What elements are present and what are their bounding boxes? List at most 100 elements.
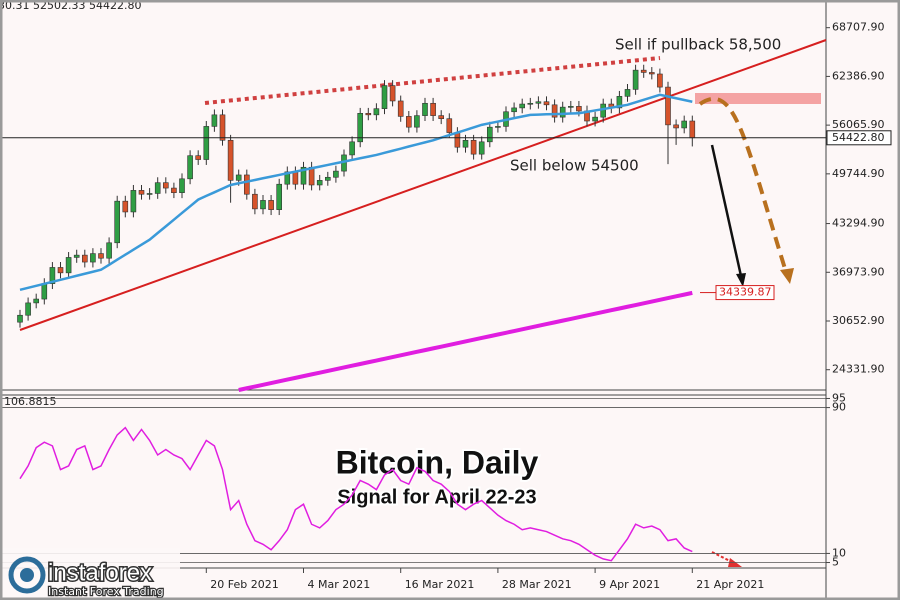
candle-body <box>632 69 639 90</box>
candle-body <box>260 200 266 210</box>
chart-title: Bitcoin, Daily <box>336 444 539 480</box>
candle-body <box>470 139 477 155</box>
candle-body <box>98 253 104 259</box>
candle-body <box>576 106 582 112</box>
candle-body <box>33 298 40 304</box>
candle-body <box>252 193 258 210</box>
y-tick-label: 30652.90 <box>832 314 885 327</box>
candle-body <box>146 193 153 195</box>
candle-body <box>195 155 201 160</box>
candle-body <box>235 174 242 181</box>
annotation: Sell below 54500 <box>510 157 639 175</box>
y-tick-label: 5 <box>832 556 839 569</box>
candle-body <box>25 302 31 316</box>
logo-tagline: Instant Forex Trading <box>48 585 164 598</box>
candle-body <box>171 187 177 193</box>
candle-body <box>203 126 210 160</box>
candle-body <box>543 101 550 106</box>
candle-body <box>673 124 679 129</box>
candle-body <box>527 102 534 105</box>
y-tick-label: 90 <box>832 401 846 414</box>
y-tick-label: 24331.90 <box>832 363 885 376</box>
indicator-line <box>19 93 693 292</box>
sell-zone <box>695 93 821 104</box>
candle-body <box>389 85 396 102</box>
candle-body <box>316 180 323 186</box>
arrow <box>710 144 743 277</box>
candle-body <box>511 107 517 113</box>
header: 30.31 52502.33 54422.80 <box>0 0 141 12</box>
x-tick-label: 16 Mar 2021 <box>405 578 475 591</box>
candle-body <box>292 171 299 185</box>
candle-body <box>624 89 631 97</box>
y-tick-label: 95 <box>832 391 846 404</box>
y-tick-label: 36973.90 <box>832 265 885 278</box>
indicator-line <box>19 426 693 562</box>
candle-body <box>130 190 137 213</box>
candle-body <box>592 116 598 122</box>
candle-body <box>211 114 218 127</box>
candle-body <box>106 242 112 259</box>
candle-body <box>138 190 145 195</box>
y-tick-label: 62386.90 <box>832 69 885 82</box>
last-price-box <box>826 130 892 146</box>
candle-body <box>535 101 542 104</box>
candle-body <box>689 120 696 139</box>
x-tick-label: 9 Apr 2021 <box>599 578 660 591</box>
candle-body <box>163 182 169 189</box>
candle-body <box>57 267 64 274</box>
candle-body <box>478 141 485 155</box>
candle-body <box>227 139 234 181</box>
candle-body <box>276 183 283 210</box>
candle-body <box>17 314 23 323</box>
candle-body <box>82 254 88 263</box>
annotation: Sell if pullback 58,500 <box>615 36 781 54</box>
candle-body <box>373 108 380 116</box>
candle-body <box>414 115 420 128</box>
candle-body <box>65 257 72 274</box>
candle-body <box>73 254 80 258</box>
candle-body <box>90 253 96 263</box>
candle-body <box>681 120 688 129</box>
candle-body <box>657 73 663 88</box>
candle-body <box>486 126 493 143</box>
candle-body <box>268 200 274 210</box>
candle-body <box>559 106 566 118</box>
arrow-head <box>736 273 746 287</box>
candle-body <box>324 176 331 181</box>
last-price-label: 54422.80 <box>832 131 885 144</box>
candle-body <box>49 267 56 284</box>
candle-body <box>357 113 364 143</box>
indicator-line <box>238 290 693 392</box>
candle-body <box>154 182 161 194</box>
candle-body <box>114 200 120 244</box>
candle-body <box>349 141 355 156</box>
candle-body <box>665 86 671 126</box>
y-tick-label: 43294.90 <box>832 217 885 230</box>
candle-body <box>219 114 226 141</box>
candle-body <box>187 155 193 180</box>
candle-body <box>519 103 526 109</box>
logo-icon <box>8 556 46 594</box>
logo: instaforex Instant Forex Trading <box>0 548 180 600</box>
x-tick-label: 20 Feb 2021 <box>210 578 278 591</box>
candle-body <box>284 171 291 185</box>
chart-subtitle: Signal for April 22-23 <box>337 486 536 508</box>
candle-body <box>405 116 412 128</box>
candle-body <box>244 174 250 195</box>
arrow <box>698 96 788 273</box>
ma-label-box <box>715 285 775 301</box>
candle-body <box>446 118 453 133</box>
candle-body <box>648 72 655 75</box>
candle-body <box>640 69 647 73</box>
candle-body <box>438 115 445 119</box>
support-line <box>19 39 827 331</box>
candle-body <box>495 126 501 128</box>
x-tick-label: 28 Mar 2021 <box>502 578 572 591</box>
candle-body <box>430 102 436 116</box>
candle-body <box>616 96 623 109</box>
y-tick-label: 56065.90 <box>832 118 885 131</box>
oscillator-header: 106.8815 <box>4 395 57 408</box>
